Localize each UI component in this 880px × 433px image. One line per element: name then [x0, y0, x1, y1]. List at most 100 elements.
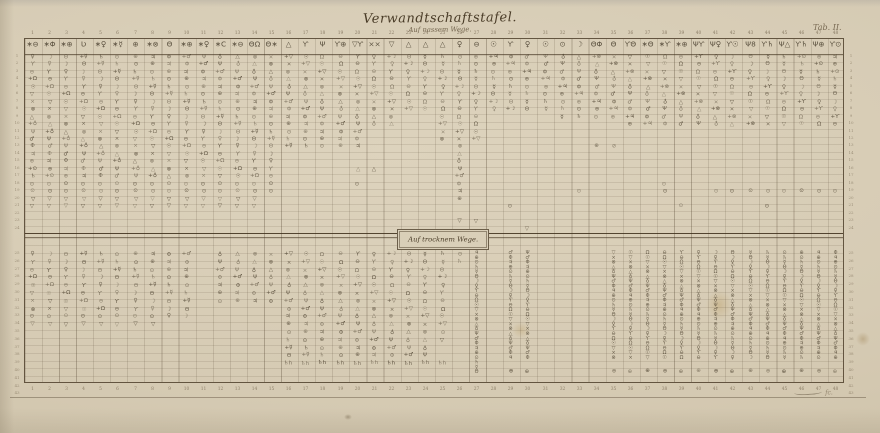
- symbol-cell: ♄: [303, 142, 309, 150]
- symbol-cell: ♂: [645, 106, 651, 113]
- symbol-cell: ☽: [166, 105, 172, 112]
- column-number-top: 14: [251, 30, 258, 36]
- symbol-cell: ☽: [799, 83, 805, 90]
- row-number-left: 15: [14, 157, 20, 163]
- symbol-cell: +⊗: [727, 112, 738, 119]
- symbol-cell: ♃: [183, 266, 189, 273]
- symbol-cell: +▽: [403, 304, 413, 311]
- symbol-cell: Ω: [816, 120, 822, 127]
- symbol-cell: ♃: [252, 98, 258, 105]
- symbol-cell: ⊖: [697, 61, 702, 68]
- symbol-cell: +♂: [403, 351, 414, 358]
- symbol-cell: ☽: [217, 127, 223, 135]
- symbol-cell: +Ω: [61, 289, 71, 296]
- symbol-cell: ♄h: [403, 360, 413, 367]
- column-header-symbol: ƳΘ: [624, 40, 637, 50]
- symbol-cell: ⊕: [183, 273, 189, 280]
- symbol-cell: ⊙: [29, 312, 35, 320]
- column-number-bottom: 47: [815, 386, 822, 392]
- row-number-right: 15: [848, 157, 854, 163]
- column-number-top: 41: [713, 30, 719, 36]
- symbol-cell: ×: [47, 105, 52, 112]
- symbol-cell: +☽: [454, 82, 465, 90]
- column-number-top: 28: [490, 30, 497, 36]
- symbol-cell: ☉: [406, 98, 412, 105]
- row-number-right: 18: [848, 180, 854, 185]
- symbol-cell: ♀: [47, 257, 52, 265]
- symbol-cell: Φ: [287, 305, 292, 312]
- symbol-cell: Φ: [593, 90, 598, 97]
- symbol-cell: +Ƴ: [762, 82, 772, 90]
- symbol-cell: ♁: [371, 120, 376, 128]
- symbol-cell: ♁: [422, 344, 427, 351]
- column-number-top: 19: [337, 30, 343, 36]
- symbol-cell: ♄: [98, 250, 104, 257]
- symbol-cell: △: [303, 281, 309, 288]
- symbol-cell: ⊗: [439, 135, 445, 142]
- symbol-cell: Ƴ: [133, 106, 138, 113]
- symbol-chain: ☿ Θ ☽ ♀ Ƴ ⊖ Ω ☉ ▽ × ⊗ △ ♁ Ψ ♂ Φ ♃ ⊕ ⊙ ♄ …: [747, 249, 753, 361]
- symbol-cell: ▽: [29, 289, 35, 296]
- symbol-cell: ▽: [764, 113, 769, 120]
- symbol-cell: △: [697, 106, 702, 113]
- row-number-left: 36: [14, 336, 20, 341]
- symbol-cell: △: [627, 76, 632, 83]
- symbol-cell: ♁: [217, 53, 222, 61]
- row-number-left: 1: [15, 53, 19, 58]
- symbol-cell: ×: [47, 304, 52, 311]
- symbol-cell: +♃: [506, 60, 516, 67]
- symbol-cell: ♃: [285, 113, 291, 120]
- symbol-cell: ♄: [457, 257, 463, 265]
- symbol-cell: ⊕: [268, 112, 274, 119]
- symbol-cell: ☉: [713, 82, 719, 90]
- plate-number-label: Tab. II.: [813, 23, 842, 32]
- symbol-chain: ☉ ▽ × ⊗ △ ♁ Ψ ♂ Φ ♃ ⊕ ⊙ ♄ ☿ Θ ☽ ♀ Ƴ ⊖ Ω …: [628, 249, 633, 361]
- symbol-cell: ♁: [627, 83, 632, 90]
- symbol-cell: △: [371, 312, 376, 319]
- symbol-cell: ×: [662, 75, 668, 83]
- symbol-cell: +▽: [471, 135, 481, 142]
- symbol-cell: +▽: [352, 82, 362, 90]
- symbol-cell: ♄: [285, 135, 291, 142]
- column-number-top: 32: [559, 30, 565, 36]
- symbol-cell: ☉: [371, 83, 377, 90]
- symbol-cell: +♂: [266, 289, 276, 296]
- column-number-bottom: 9: [167, 386, 171, 392]
- symbol-cell: Ψ: [611, 82, 616, 90]
- symbol-cell: ♂: [559, 68, 565, 76]
- symbol-cell: Ψ: [133, 173, 138, 180]
- symbol-cell: ⊙: [166, 76, 171, 83]
- symbol-cell: Ψ: [576, 67, 581, 75]
- column-number-top: 26: [456, 30, 463, 36]
- symbol-cell: Ω: [371, 274, 376, 281]
- row-number-right: 33: [848, 312, 854, 318]
- symbol-cell: +☽: [403, 257, 414, 265]
- symbol-chain: ▽ × ⊗ △ ♁ Ψ ♂ Φ ♃ ⊕ ⊙ ♄ ☿ Θ ☽ ♀ Ƴ ⊖ Ω ☉ …: [611, 249, 616, 361]
- symbol-cell: Ψ: [662, 105, 667, 112]
- symbol-cell: ⊖: [268, 172, 274, 180]
- symbol-cell: ♄: [440, 250, 446, 257]
- column-number-top: 25: [439, 30, 446, 36]
- column-header-symbol: ∗⊕: [60, 40, 73, 50]
- symbol-cell: ⊕: [183, 75, 189, 82]
- symbol-cell: Ƴ: [439, 289, 445, 296]
- symbol-cell: Θ: [799, 75, 804, 82]
- symbol-cell: ⊖: [354, 257, 360, 265]
- symbol-cell: +Ω: [96, 304, 106, 311]
- column-number-bottom: 29: [508, 386, 514, 392]
- symbol-cell: Ω: [765, 98, 770, 105]
- symbol-cell: ☿: [781, 60, 786, 68]
- symbol-cell: ⊙: [149, 68, 154, 76]
- symbol-cell: Ƴ: [251, 158, 257, 165]
- symbol-cell: +⊙: [813, 60, 824, 67]
- symbol-cell: ♄: [234, 113, 240, 120]
- symbol-cell: ♀: [389, 61, 394, 68]
- symbol-cell: ♁: [714, 120, 719, 127]
- symbol-cell: ⊙: [217, 98, 223, 105]
- row-number-right: 36: [848, 336, 854, 341]
- symbol-cell: ×: [765, 120, 771, 127]
- symbol-cell: ♃: [217, 281, 223, 288]
- symbol-cell: ×: [354, 91, 359, 98]
- row-number-right: 25: [848, 250, 854, 255]
- symbol-cell: ⊙: [576, 105, 581, 112]
